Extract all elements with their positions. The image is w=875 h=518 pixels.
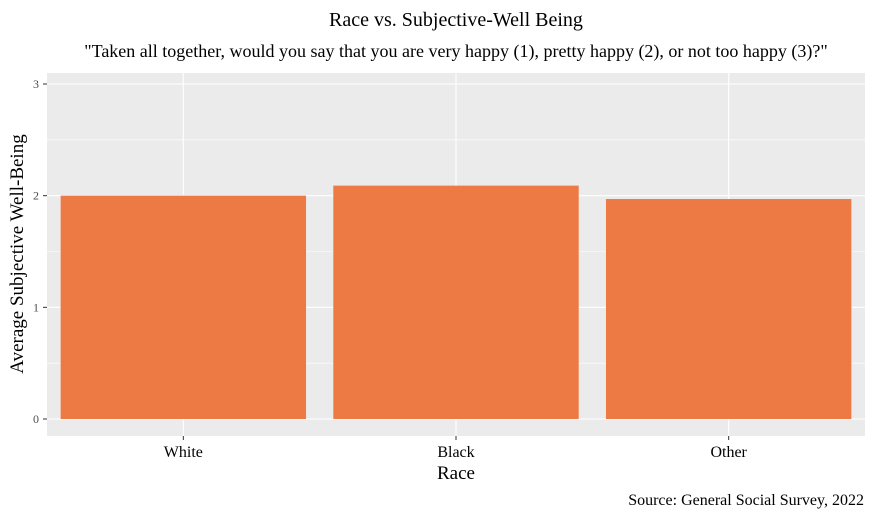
bar-black: [333, 185, 579, 419]
y-tick-label: 1: [33, 300, 39, 314]
chart-caption: Source: General Social Survey, 2022: [628, 492, 864, 509]
chart-subtitle: "Taken all together, would you say that …: [84, 41, 828, 62]
bar-other: [605, 199, 852, 419]
bar-white: [60, 195, 307, 419]
y-tick-label: 2: [33, 189, 39, 203]
y-axis-ticks: 0 1 2 3: [33, 77, 47, 426]
x-tick-label: Black: [437, 444, 474, 461]
x-tick-label: White: [164, 444, 203, 461]
y-axis-label: Average Subjective Well-Being: [7, 134, 28, 374]
bars: [60, 185, 852, 419]
x-axis-label: Race: [437, 463, 475, 484]
y-tick-label: 3: [33, 77, 39, 91]
chart-title: Race vs. Subjective-Well Being: [329, 9, 583, 31]
x-tick-label: Other: [710, 444, 747, 461]
y-tick-label: 0: [33, 412, 39, 426]
x-axis-ticks: White Black Other: [164, 436, 748, 461]
